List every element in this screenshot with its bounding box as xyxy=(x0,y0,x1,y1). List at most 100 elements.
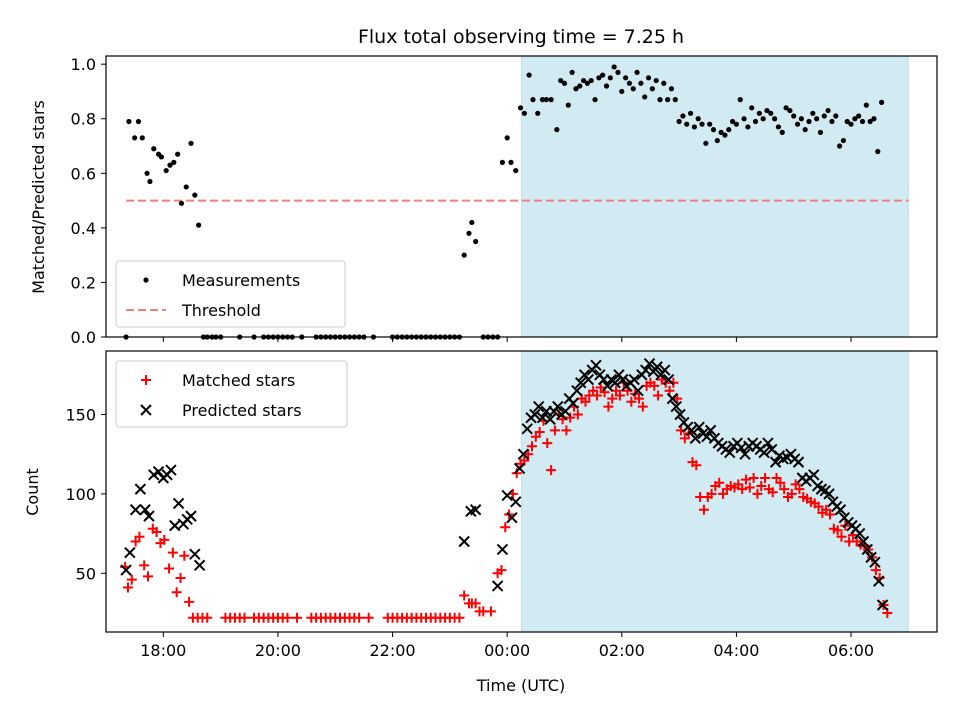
data-point xyxy=(821,113,827,119)
data-point xyxy=(657,97,663,103)
data-point xyxy=(192,192,198,198)
data-point xyxy=(737,484,748,495)
data-point xyxy=(768,110,774,116)
data-point xyxy=(806,118,812,125)
data-point xyxy=(535,110,541,116)
data-point xyxy=(167,162,173,168)
data-point xyxy=(532,400,545,413)
data-point xyxy=(825,107,831,114)
x-tick-label: 22:00 xyxy=(369,641,415,660)
data-point xyxy=(184,596,195,607)
data-point xyxy=(722,132,728,138)
data-point xyxy=(461,252,467,258)
legend-marker xyxy=(143,277,149,283)
data-point xyxy=(544,413,556,425)
data-point xyxy=(699,121,705,127)
series-measurements xyxy=(123,64,885,340)
data-point xyxy=(554,127,560,133)
data-point xyxy=(691,124,697,130)
data-point xyxy=(526,72,532,78)
data-point xyxy=(649,86,655,92)
data-point xyxy=(879,99,885,105)
data-point xyxy=(183,184,189,190)
data-point xyxy=(151,146,157,152)
data-point xyxy=(567,397,579,410)
data-point xyxy=(689,432,702,445)
data-point xyxy=(573,86,579,92)
data-point xyxy=(823,488,835,500)
x-tick-label: 06:00 xyxy=(828,641,874,660)
data-point xyxy=(626,80,633,86)
data-point xyxy=(126,118,132,125)
data-point xyxy=(147,178,153,185)
data-point xyxy=(645,75,652,81)
data-point xyxy=(834,504,847,516)
data-point xyxy=(626,396,637,407)
data-point xyxy=(139,560,150,571)
data-point xyxy=(152,465,165,478)
data-point xyxy=(869,556,881,568)
data-point xyxy=(791,113,797,119)
data-point xyxy=(552,400,564,413)
data-point xyxy=(668,377,679,388)
data-point xyxy=(282,612,293,623)
data-point xyxy=(739,448,751,460)
legend-label: Predicted stars xyxy=(182,401,302,420)
data-point xyxy=(523,449,534,460)
data-point xyxy=(500,522,511,533)
data-point xyxy=(680,113,686,119)
data-point xyxy=(185,510,197,522)
shaded-region xyxy=(521,55,909,338)
data-point xyxy=(760,116,766,122)
data-point xyxy=(580,77,587,84)
data-point xyxy=(129,504,142,516)
data-point xyxy=(817,129,824,135)
data-point xyxy=(703,140,709,146)
data-point xyxy=(623,75,629,81)
data-point xyxy=(674,408,686,421)
bottom-y-axis-label: Count xyxy=(23,468,42,516)
legend-marker xyxy=(140,404,152,416)
data-point xyxy=(609,377,621,389)
data-point xyxy=(354,612,365,623)
data-point xyxy=(561,425,572,436)
data-point xyxy=(534,426,545,437)
data-point xyxy=(193,559,206,572)
data-point xyxy=(698,504,709,515)
data-point xyxy=(772,116,778,122)
data-point xyxy=(852,116,858,122)
data-point xyxy=(870,565,881,576)
data-point xyxy=(577,83,583,89)
x-tick-label: 02:00 xyxy=(599,641,645,660)
data-point xyxy=(575,377,587,389)
data-point xyxy=(687,110,694,116)
data-point xyxy=(175,151,181,157)
x-tick-label: 18:00 xyxy=(140,641,186,660)
data-point xyxy=(189,548,201,560)
data-point xyxy=(787,107,793,114)
y-tick-label: 0.8 xyxy=(71,110,96,129)
data-point xyxy=(691,460,702,471)
data-point xyxy=(856,113,862,119)
data-point xyxy=(714,477,725,488)
y-tick-label: 50 xyxy=(76,564,96,583)
data-point xyxy=(748,473,759,484)
data-point xyxy=(569,69,575,75)
data-point xyxy=(767,487,778,498)
data-point xyxy=(633,393,644,404)
data-point xyxy=(179,550,190,561)
data-point xyxy=(873,575,885,587)
data-point xyxy=(511,468,522,479)
data-point xyxy=(571,384,583,397)
data-point xyxy=(775,477,786,488)
data-point xyxy=(752,488,763,499)
data-point xyxy=(135,118,142,125)
data-point xyxy=(836,143,843,149)
data-point xyxy=(558,77,564,84)
data-point xyxy=(521,110,527,116)
data-point xyxy=(672,97,678,103)
data-point xyxy=(139,504,151,516)
y-tick-label: 0.4 xyxy=(71,219,96,238)
data-point xyxy=(134,531,145,542)
